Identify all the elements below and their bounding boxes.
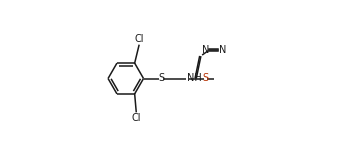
Text: S: S xyxy=(203,73,209,84)
Text: S: S xyxy=(158,73,164,84)
Text: N: N xyxy=(219,45,226,55)
Text: Cl: Cl xyxy=(131,113,141,123)
Text: NH: NH xyxy=(187,73,202,84)
Text: N: N xyxy=(202,45,209,55)
Text: Cl: Cl xyxy=(135,34,144,44)
